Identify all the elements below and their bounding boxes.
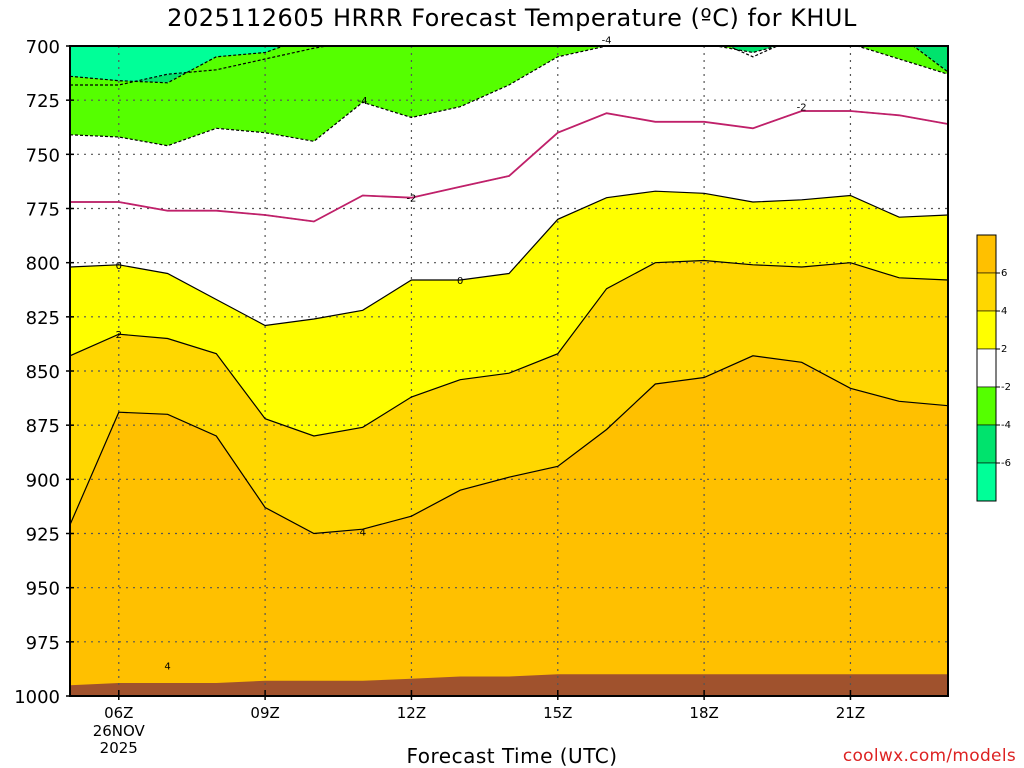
band-2-4 xyxy=(70,191,948,436)
band-4-6 xyxy=(70,260,948,534)
y-tick-label: 825 xyxy=(26,308,60,329)
colorbar-swatch xyxy=(976,234,997,274)
contour-label: 4 xyxy=(359,527,365,538)
contour-label: -4 xyxy=(602,36,612,47)
contour-label: 4 xyxy=(164,662,170,673)
isotherm-line xyxy=(70,355,948,535)
x-tick-label: 06Z xyxy=(104,704,133,722)
credit-link[interactable]: coolwx.com/models xyxy=(842,746,1016,766)
contour-label: 0 xyxy=(116,261,122,272)
contour-label: -2 xyxy=(406,194,416,205)
isotherm-line xyxy=(70,259,948,437)
isotherm-lines xyxy=(70,46,948,535)
y-tick-label: 850 xyxy=(26,362,60,383)
x-tick-label: 18Z xyxy=(689,704,718,722)
x-tick-label: 12Z xyxy=(397,704,426,722)
y-tick-label: 900 xyxy=(26,470,60,491)
contour-labels: -4 -4 -2 -2 0 0 2 4 4 xyxy=(116,36,807,673)
colorbar-swatch xyxy=(976,424,997,464)
chart-title: 2025112605 HRRR Forecast Temperature (ºC… xyxy=(167,4,857,32)
colorbar-swatch xyxy=(976,348,997,388)
colorbar-tick-label: -6 xyxy=(1001,458,1011,469)
colorbar-tick-label: 4 xyxy=(1001,306,1007,317)
isotherm-line xyxy=(70,46,330,86)
y-tick-label: 725 xyxy=(26,91,60,112)
y-tick-label: 925 xyxy=(26,525,60,546)
band-minus6-minus4 xyxy=(70,46,948,85)
colorbar-tick-label: -2 xyxy=(1001,382,1011,393)
x-tick-label: 21Z xyxy=(836,704,865,722)
y-axis: 700 725 750 775 800 825 850 875 900 925 950 975 1000 xyxy=(14,37,74,708)
colorbar-frame xyxy=(976,234,997,502)
y-tick-label: 775 xyxy=(26,200,60,221)
band-above-6 xyxy=(70,355,948,696)
ground-surface xyxy=(70,674,948,696)
contour-label: -4 xyxy=(358,96,368,107)
colorbar-swatch xyxy=(976,386,997,426)
y-tick-label: 1000 xyxy=(14,687,60,708)
colorbar-tick-label: -4 xyxy=(1001,420,1011,431)
x-axis-title: Forecast Time (UTC) xyxy=(406,744,618,768)
colorbar: 6 4 2 -2 -4 -6 xyxy=(976,234,1011,502)
colorbar-tick-label: 2 xyxy=(1001,344,1007,355)
colorbar-tick-label: 6 xyxy=(1001,268,1007,279)
x-tick-sublabel: 26NOV xyxy=(93,722,146,740)
contour-label: 2 xyxy=(116,330,122,341)
zero-isotherm-line xyxy=(70,110,948,223)
y-tick-label: 975 xyxy=(26,633,60,654)
isotherm-line xyxy=(70,190,948,327)
contour-label: 0 xyxy=(457,276,463,287)
colorbar-swatch xyxy=(976,310,997,350)
y-tick-label: 750 xyxy=(26,145,60,166)
x-tick-label: 15Z xyxy=(543,704,572,722)
band-minus2-plus2 xyxy=(70,46,948,326)
colorbar-swatch xyxy=(976,462,997,502)
x-tick-label: 09Z xyxy=(250,704,279,722)
y-tick-label: 950 xyxy=(26,579,60,600)
y-tick-label: 800 xyxy=(26,254,60,275)
isotherm-line xyxy=(70,46,948,147)
y-tick-label: 875 xyxy=(26,416,60,437)
x-tick-sublabel: 2025 xyxy=(100,739,138,757)
y-tick-label: 700 xyxy=(26,37,60,58)
colorbar-swatch xyxy=(976,272,997,312)
band-minus4-minus2 xyxy=(70,46,948,146)
plot-area xyxy=(70,46,948,696)
contour-label: -2 xyxy=(797,103,807,114)
